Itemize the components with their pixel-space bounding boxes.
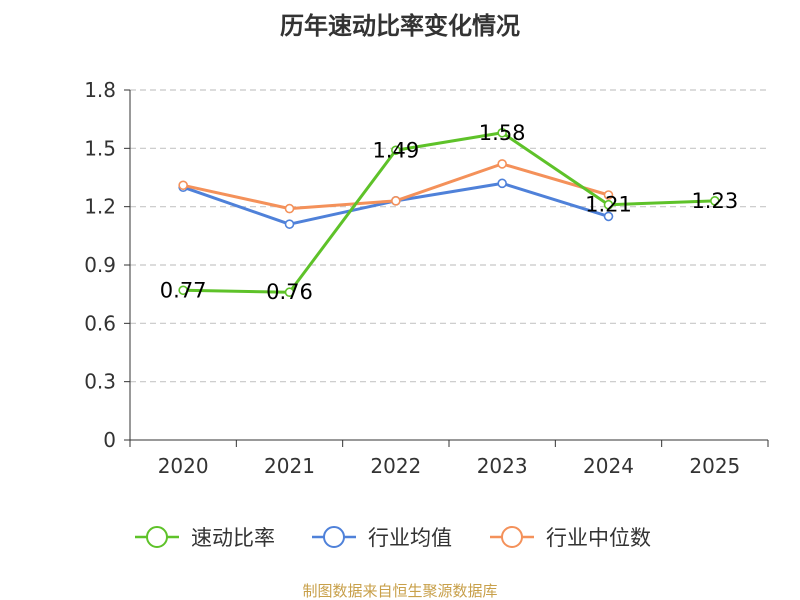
data-label: 0.77: [160, 278, 207, 302]
series-2: [178, 159, 614, 214]
data-label: 1.23: [691, 189, 738, 213]
data-point[interactable]: [710, 196, 720, 206]
legend-item[interactable]: 行业中位数: [490, 526, 651, 550]
data-label: 0.76: [266, 280, 313, 304]
data-label: 1.21: [585, 193, 632, 217]
data-point[interactable]: [603, 190, 614, 200]
data-point[interactable]: [391, 196, 401, 206]
x-tick-label: 2020: [158, 454, 209, 478]
data-point[interactable]: [284, 219, 295, 229]
legend-label: 行业均值: [368, 526, 452, 550]
data-point[interactable]: [497, 159, 507, 169]
data-point[interactable]: [603, 211, 614, 222]
series-line: [183, 131, 715, 294]
y-tick-label: 1.8: [84, 78, 116, 102]
data-point[interactable]: [178, 285, 188, 296]
legend-item[interactable]: 行业均值: [312, 526, 452, 550]
data-label: 1.58: [479, 121, 526, 145]
x-tick-label: 2023: [477, 454, 528, 478]
series-layer: [178, 127, 720, 298]
data-labels: 0.77 0.76 1.49 1.58 1.21 1.23: [160, 121, 738, 304]
legend-item[interactable]: 速动比率: [135, 526, 275, 550]
x-tick-label: 2025: [689, 454, 740, 478]
y-tick-label: 1.5: [84, 136, 116, 160]
data-point[interactable]: [497, 178, 507, 189]
data-point[interactable]: [178, 180, 188, 191]
series-0: [178, 127, 720, 298]
y-tick-label: 0.3: [84, 370, 116, 394]
grid-lines: [130, 89, 768, 383]
legend-marker: [146, 526, 168, 548]
data-point[interactable]: [284, 287, 295, 298]
data-point[interactable]: [603, 199, 614, 210]
data-point[interactable]: [391, 145, 401, 156]
legend-marker: [323, 526, 345, 548]
y-tick-label: 0.6: [84, 311, 116, 335]
y-tick-label: 1.2: [84, 195, 116, 219]
chart-title: 历年速动比率变化情况: [280, 12, 520, 40]
y-tick-label: 0: [103, 428, 116, 452]
data-label: 1.49: [372, 138, 419, 162]
legend-marker: [501, 526, 523, 548]
source-note: 制图数据来自恒生聚源数据库: [302, 582, 497, 600]
data-point[interactable]: [284, 203, 295, 214]
x-tick-label: 2024: [583, 454, 634, 478]
legend-label: 行业中位数: [546, 526, 651, 550]
legend[interactable]: 速动比率 行业均值 行业中位数: [135, 526, 651, 550]
x-tick-label: 2022: [370, 454, 421, 478]
axes: 0 0.3 0.6 0.9 1.2 1.5 1.8 2020 2021 2022 2023 2024 2…: [84, 78, 769, 478]
x-tick-label: 2021: [264, 454, 315, 478]
legend-label: 速动比率: [191, 526, 275, 550]
data-point[interactable]: [497, 127, 507, 138]
y-tick-label: 0.9: [84, 253, 116, 277]
